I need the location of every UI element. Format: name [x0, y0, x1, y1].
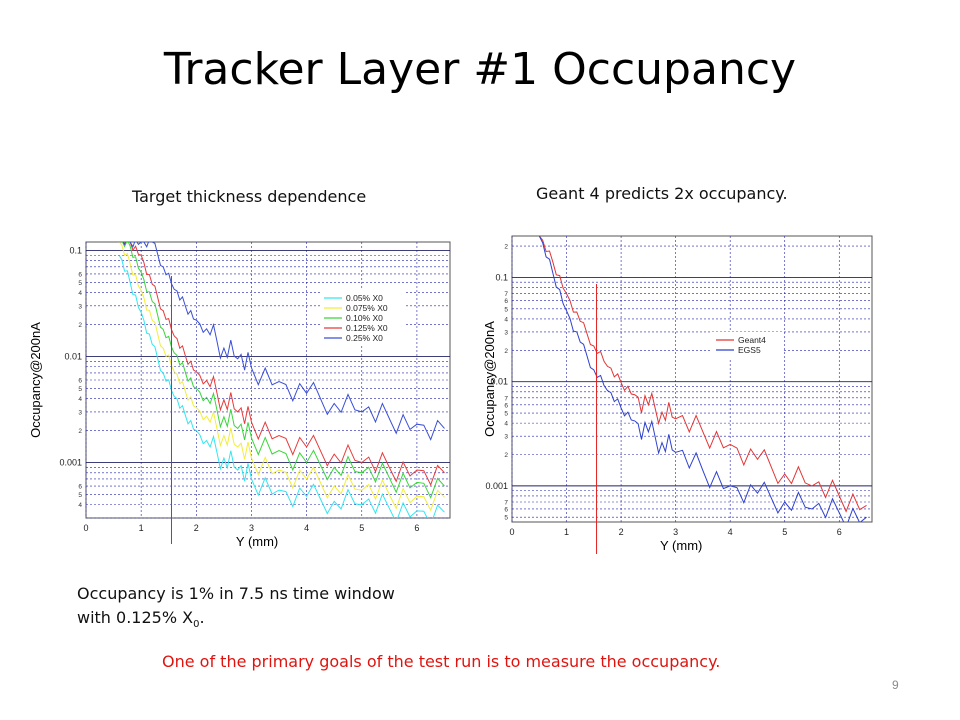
x-tick-label: 1 — [564, 527, 569, 537]
x-tick-label: 3 — [673, 527, 678, 537]
y-minor-tick-label: 7 — [504, 395, 508, 402]
y-minor-tick-label: 6 — [78, 271, 82, 278]
y-minor-tick-label: 4 — [78, 502, 82, 509]
y-minor-tick-label: 2 — [78, 428, 82, 435]
y-minor-tick-label: 5 — [78, 386, 82, 393]
note-line2-subscript: 0 — [193, 619, 200, 631]
series-line-4 — [119, 242, 445, 487]
y-minor-tick-label: 5 — [504, 515, 508, 522]
x-tick-label: 0 — [83, 523, 88, 533]
x-tick-label: 5 — [782, 527, 787, 537]
y-minor-tick-label: 5 — [78, 492, 82, 499]
series-line-2 — [118, 242, 445, 512]
y-minor-tick-label: 4 — [78, 290, 82, 297]
note-line2-prefix: with 0.125% X — [77, 608, 194, 627]
x-tick-label: 1 — [139, 523, 144, 533]
x-axis-label: Y (mm) — [236, 534, 278, 549]
y-minor-tick-label: 3 — [78, 409, 82, 416]
legend-entry: 0.125% X0 — [346, 323, 388, 333]
x-tick-label: 6 — [837, 527, 842, 537]
y-minor-tick-label: 7 — [504, 500, 508, 507]
legend-box — [712, 332, 782, 358]
y-minor-tick-label: 5 — [504, 411, 508, 418]
x-tick-label: 3 — [249, 523, 254, 533]
x-tick-label: 2 — [194, 523, 199, 533]
y-axis-label: Occupancy@200nA — [28, 322, 43, 438]
y-minor-tick-label: 6 — [78, 484, 82, 491]
series-line-5 — [119, 242, 445, 441]
y-minor-tick-label: 5 — [78, 280, 82, 287]
y-minor-tick-label: 4 — [78, 396, 82, 403]
x-tick-label: 2 — [619, 527, 624, 537]
occupancy-note: Occupancy is 1% in 7.5 ns time window wi… — [77, 582, 395, 637]
y-major-tick-label: 0.01 — [490, 377, 508, 387]
y-minor-tick-label: 7 — [504, 291, 508, 298]
series-line-3 — [119, 242, 445, 499]
y-minor-tick-label: 2 — [78, 322, 82, 329]
y-major-tick-label: 0.01 — [64, 351, 82, 361]
y-minor-tick-label: 5 — [504, 306, 508, 313]
y-minor-tick-label: 6 — [504, 506, 508, 513]
y-major-tick-label: 0.001 — [485, 481, 508, 491]
y-minor-tick-label: 6 — [504, 298, 508, 305]
x-axis-label: Y (mm) — [660, 538, 702, 553]
series-line-1 — [118, 255, 445, 518]
occupancy-note-line2: with 0.125% X0. — [77, 606, 395, 637]
y-minor-tick-label: 4 — [504, 316, 508, 323]
x-tick-label: 6 — [414, 523, 419, 533]
legend-entry: Geant4 — [738, 335, 766, 345]
legend-entry: 0.10% X0 — [346, 313, 383, 323]
primary-goal-statement: One of the primary goals of the test run… — [162, 652, 721, 671]
y-minor-tick-label: 3 — [504, 329, 508, 336]
right-chart-subtitle: Geant 4 predicts 2x occupancy. — [536, 184, 788, 203]
y-major-tick-label: 0.1 — [495, 272, 508, 282]
x-tick-label: 4 — [728, 527, 733, 537]
occupancy-note-line1: Occupancy is 1% in 7.5 ns time window — [77, 584, 395, 603]
y-axis-label: Occupancy@200nA — [482, 321, 497, 437]
slide-title: Tracker Layer #1 Occupancy — [163, 44, 797, 95]
series-line-2 — [538, 236, 867, 522]
y-minor-tick-label: 2 — [504, 452, 508, 459]
y-minor-tick-label: 3 — [78, 303, 82, 310]
y-minor-tick-label: 6 — [504, 402, 508, 409]
x-tick-label: 4 — [304, 523, 309, 533]
y-minor-tick-label: 4 — [504, 421, 508, 428]
x-tick-label: 5 — [359, 523, 364, 533]
series-line-1 — [538, 236, 867, 513]
left-chart-subtitle: Target thickness dependence — [132, 187, 367, 206]
y-minor-tick-label: 6 — [78, 378, 82, 385]
y-minor-tick-label: 2 — [504, 244, 508, 251]
legend-entry: 0.075% X0 — [346, 303, 388, 313]
legend-entry: EGS5 — [738, 345, 761, 355]
note-line2-suffix: . — [199, 608, 205, 627]
legend-entry: 0.05% X0 — [346, 293, 383, 303]
x-tick-label: 0 — [509, 527, 514, 537]
plot-frame — [511, 235, 873, 523]
page-number: 9 — [892, 678, 899, 692]
legend-entry: 0.25% X0 — [346, 333, 383, 343]
y-minor-tick-label: 3 — [504, 434, 508, 441]
y-major-tick-label: 0.1 — [69, 245, 82, 255]
y-minor-tick-label: 2 — [504, 348, 508, 355]
y-major-tick-label: 0.001 — [59, 458, 82, 468]
